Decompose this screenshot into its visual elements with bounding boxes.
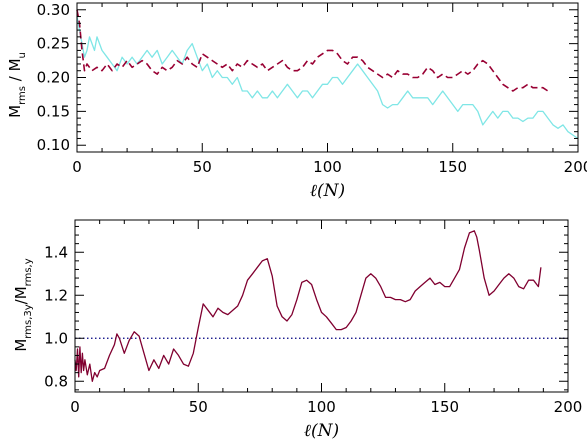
x-axis-label: ℓ(N) (304, 421, 339, 441)
plot-frame (74, 219, 569, 393)
x-tick-label: 150 (430, 398, 459, 416)
y-axis-label: Mrms,3y/Mrms,y (12, 258, 34, 351)
x-tick-label: 100 (307, 398, 336, 416)
series-line-1 (76, 9, 549, 92)
y-tick-label: 1.4 (44, 243, 68, 261)
y-axis-label-subscript: rms (17, 86, 28, 105)
x-tick-label: 0 (72, 158, 82, 176)
x-tick-label: 100 (313, 158, 342, 176)
y-tick-label: 1.0 (44, 329, 68, 347)
x-tick-label: 50 (193, 158, 212, 176)
y-tick-label: 0.15 (37, 102, 70, 120)
y-axis-label-subscript: rms,3y (23, 304, 34, 338)
y-tick-label: 0.8 (44, 372, 68, 390)
x-axis-label: ℓ(N) (310, 181, 345, 201)
y-axis-label-subscript: rms,y (23, 258, 34, 286)
y-axis-label-part: M (6, 105, 24, 118)
top-panel: 0 50 100 150 200 0.10 0.15 0.20 0.25 0.30 ℓ(N) Mrms… (6, 1, 587, 201)
y-tick-label: 0.30 (37, 1, 70, 19)
x-tick-label: 150 (438, 158, 467, 176)
y-axis-label-part: / M (6, 58, 24, 86)
y-axis-label-subscript: u (17, 52, 28, 58)
y-tick-label: 0.25 (37, 35, 70, 53)
bottom-panel: 0 50 100 150 200 0.8 1.0 1.2 1.4 ℓ(N) Mrms,3y/Mrms… (12, 219, 583, 441)
y-tick-label: 0.20 (37, 69, 70, 87)
y-axis-label: Mrms / Mu (6, 52, 28, 118)
x-tick-label: 200 (564, 158, 587, 176)
y-tick-label: 1.2 (44, 286, 68, 304)
x-tick-label: 200 (554, 398, 583, 416)
y-axis-label-part: /M (12, 286, 30, 304)
series-line-0 (76, 16, 579, 140)
y-axis-label-part: M (12, 339, 30, 352)
y-tick-label: 0.10 (37, 136, 70, 154)
x-tick-label: 50 (189, 398, 208, 416)
series-line-0 (74, 230, 542, 382)
x-tick-label: 0 (70, 398, 80, 416)
plot-frame (76, 2, 579, 153)
